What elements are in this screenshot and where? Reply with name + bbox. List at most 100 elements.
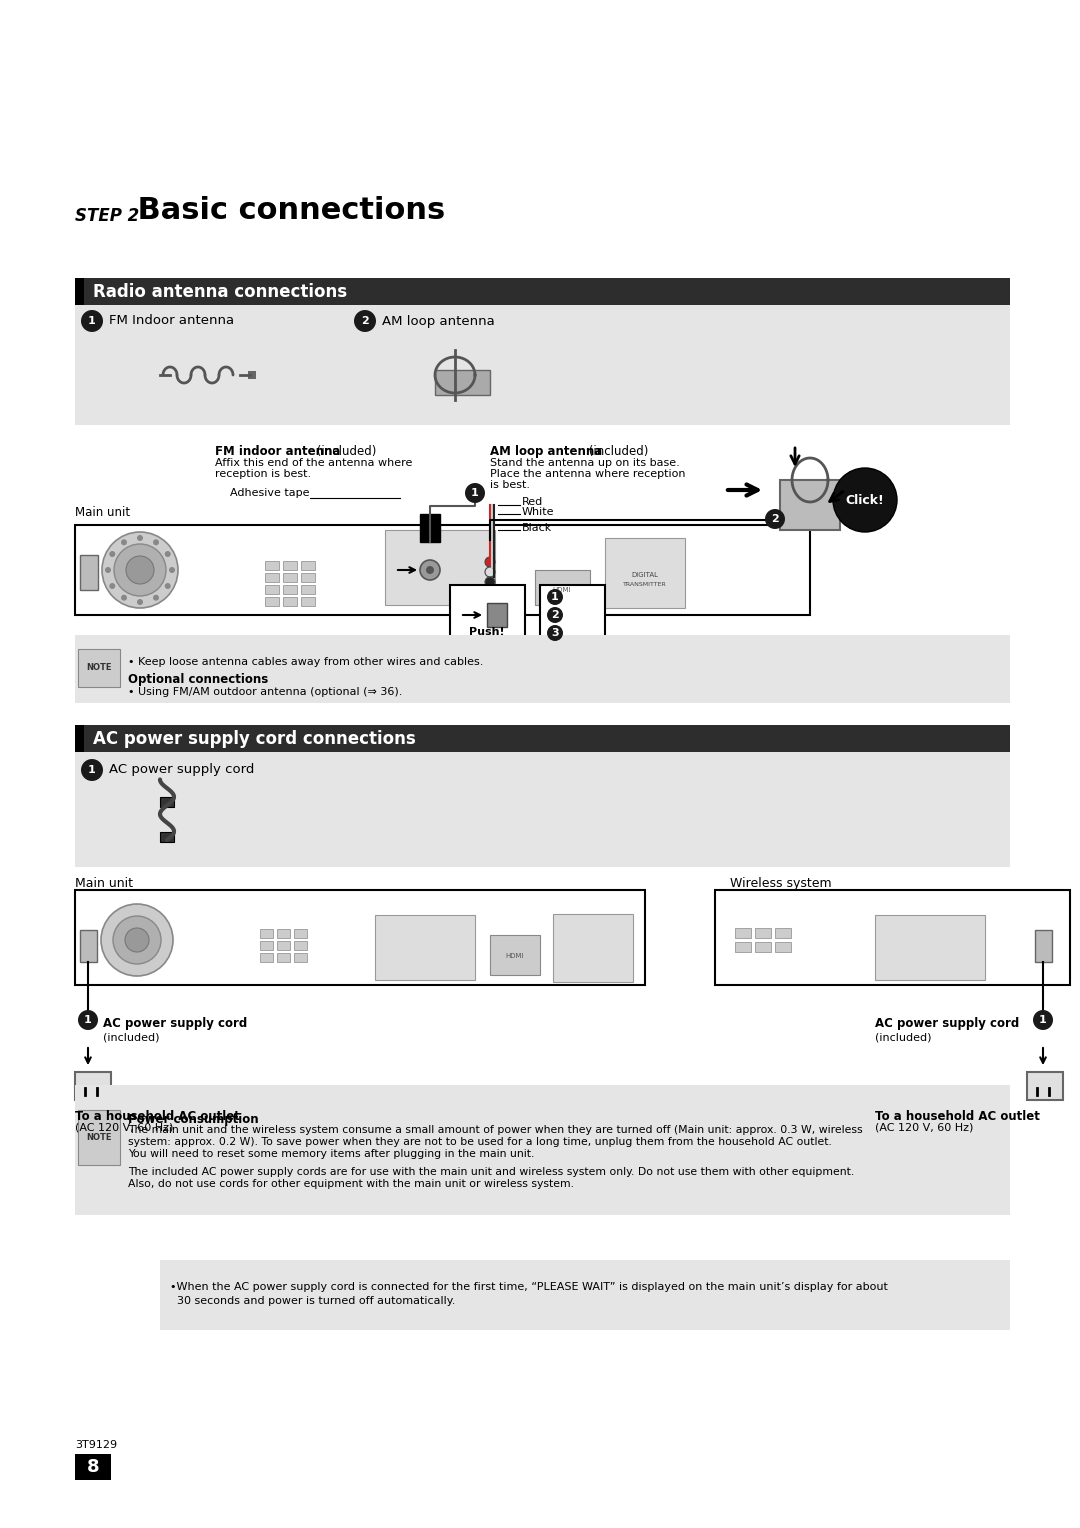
Bar [1027, 1073, 1063, 1100]
Text: AC power supply cord: AC power supply cord [109, 764, 255, 776]
Text: (included): (included) [875, 1031, 931, 1042]
Bar [276, 929, 291, 938]
Bar [283, 573, 297, 582]
Circle shape [546, 625, 563, 642]
Text: 8: 8 [86, 1458, 99, 1476]
Text: Power consumption: Power consumption [129, 1112, 258, 1126]
Bar [75, 278, 1010, 306]
Bar [294, 953, 307, 963]
Text: Main unit: Main unit [75, 877, 133, 889]
Bar [80, 931, 97, 963]
Bar [384, 530, 495, 605]
Text: STEP 2: STEP 2 [75, 206, 139, 225]
Bar [265, 585, 279, 594]
Circle shape [81, 310, 103, 332]
Circle shape [114, 544, 166, 596]
Text: To a household AC outlet: To a household AC outlet [75, 1109, 240, 1123]
Bar [450, 585, 525, 645]
Text: reception is best.: reception is best. [215, 469, 311, 478]
Text: Adhesive tape: Adhesive tape [230, 487, 310, 498]
Circle shape [137, 535, 143, 541]
Circle shape [485, 578, 495, 587]
Text: 2: 2 [361, 316, 369, 325]
Text: • Keep loose antenna cables away from other wires and cables.: • Keep loose antenna cables away from ot… [129, 657, 484, 668]
Text: AC power supply cord: AC power supply cord [875, 1016, 1020, 1030]
Bar [283, 597, 297, 607]
Circle shape [546, 607, 563, 623]
Text: Stand the antenna up on its base.: Stand the antenna up on its base. [490, 458, 679, 468]
Text: NOTE: NOTE [86, 1134, 111, 1143]
Bar [78, 649, 120, 688]
Text: (included): (included) [313, 445, 376, 458]
Circle shape [168, 567, 175, 573]
Circle shape [153, 539, 159, 545]
Bar [535, 570, 590, 605]
Text: (included): (included) [585, 445, 648, 458]
Bar [75, 1455, 111, 1481]
Text: FM indoor antenna: FM indoor antenna [215, 445, 340, 458]
Circle shape [81, 759, 103, 781]
Bar [160, 1261, 1010, 1329]
Bar [301, 573, 315, 582]
Text: • Using FM/AM outdoor antenna (optional (⇒ 36).: • Using FM/AM outdoor antenna (optional … [129, 688, 403, 697]
Text: 1: 1 [84, 1015, 92, 1025]
Bar [75, 1073, 111, 1100]
Bar [260, 941, 273, 950]
Bar [375, 915, 475, 979]
Circle shape [126, 556, 154, 584]
Circle shape [165, 552, 171, 558]
Circle shape [546, 588, 563, 605]
Circle shape [165, 584, 171, 588]
Circle shape [113, 915, 161, 964]
Text: Optional connections: Optional connections [129, 672, 268, 686]
Text: 3: 3 [551, 628, 558, 639]
Text: 1: 1 [89, 766, 96, 775]
Bar [265, 597, 279, 607]
Text: TRANSMITTER: TRANSMITTER [623, 582, 666, 587]
Bar [78, 1109, 120, 1164]
Circle shape [485, 567, 495, 578]
Bar [265, 561, 279, 570]
Circle shape [109, 584, 116, 588]
Text: White: White [522, 507, 554, 516]
Text: The main unit and the wireless system consume a small amount of power when they : The main unit and the wireless system co… [129, 1125, 863, 1135]
Text: To a household AC outlet: To a household AC outlet [875, 1109, 1040, 1123]
Text: Main unit: Main unit [75, 506, 130, 520]
Bar [540, 585, 605, 645]
Text: (AC 120 V, 60 Hz): (AC 120 V, 60 Hz) [875, 1123, 973, 1132]
Bar [276, 941, 291, 950]
Bar [780, 480, 840, 530]
Text: Click!: Click! [846, 494, 885, 506]
Bar [75, 724, 1010, 752]
Text: Red: Red [522, 497, 543, 507]
Bar [775, 927, 791, 938]
Bar [260, 929, 273, 938]
Text: FM Indoor antenna: FM Indoor antenna [109, 315, 234, 327]
Circle shape [125, 927, 149, 952]
Text: •When the AC power supply cord is connected for the first time, “PLEASE WAIT” is: •When the AC power supply cord is connec… [170, 1282, 888, 1293]
Bar [1035, 931, 1052, 963]
Bar [75, 752, 1010, 866]
Bar [75, 889, 645, 986]
Text: NOTE: NOTE [86, 663, 111, 672]
Bar [735, 941, 751, 952]
Bar [755, 927, 771, 938]
Text: 1: 1 [1039, 1015, 1047, 1025]
Text: is best.: is best. [490, 480, 530, 490]
Text: AC power supply cord connections: AC power supply cord connections [93, 730, 416, 749]
Text: 1: 1 [551, 591, 558, 602]
Text: You will need to reset some memory items after plugging in the main unit.: You will need to reset some memory items… [129, 1149, 535, 1160]
Circle shape [78, 1010, 98, 1030]
Text: The included AC power supply cords are for use with the main unit and wireless s: The included AC power supply cords are f… [129, 1167, 854, 1177]
Text: HDMI: HDMI [553, 587, 571, 593]
Text: Radio antenna connections: Radio antenna connections [93, 283, 347, 301]
Text: DIGITAL: DIGITAL [632, 571, 659, 578]
Circle shape [833, 468, 897, 532]
Circle shape [121, 539, 127, 545]
Text: Push!: Push! [469, 626, 504, 637]
Bar [160, 798, 174, 807]
Text: 3T9129: 3T9129 [75, 1439, 117, 1450]
Text: AM loop antenna: AM loop antenna [490, 445, 603, 458]
Bar [487, 604, 507, 626]
Circle shape [102, 532, 178, 608]
